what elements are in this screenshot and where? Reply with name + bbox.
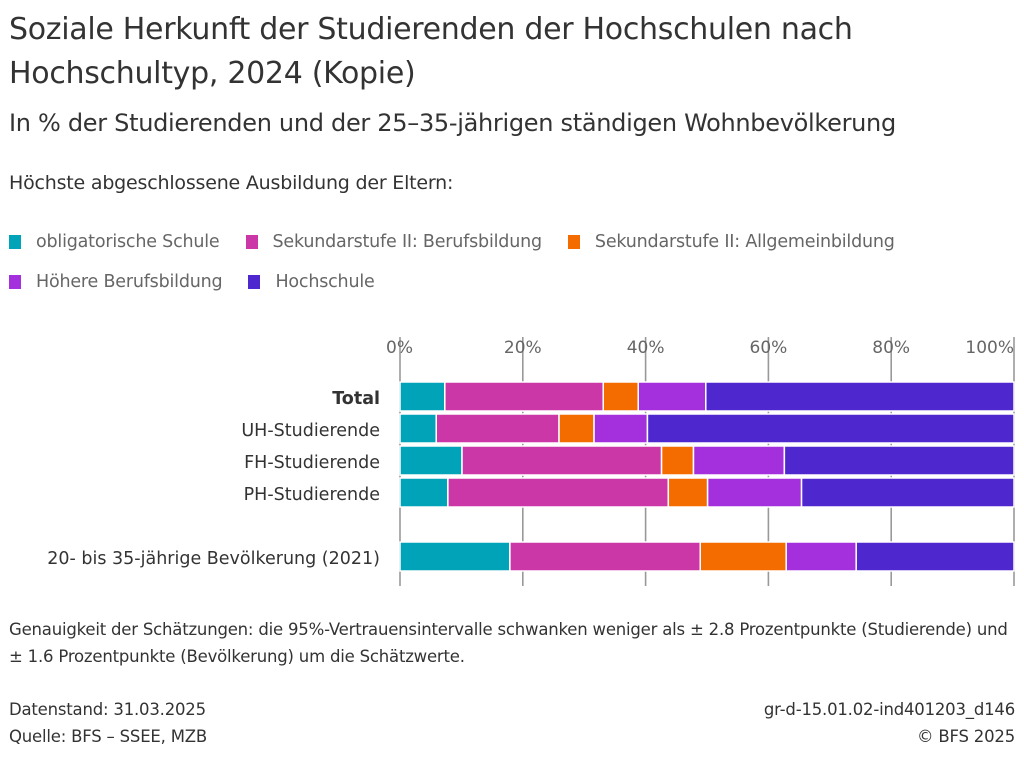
footer-right: gr-d-15.01.02-ind401203_d146 © BFS 2025 (764, 696, 1015, 750)
x-tick-label: 40% (627, 338, 665, 358)
bar-segment[interactable] (706, 477, 803, 508)
bar-segment[interactable] (692, 445, 786, 476)
quelle: Quelle: BFS – SSEE, MZB (9, 727, 208, 746)
bar-segment[interactable] (435, 413, 560, 444)
bar-segment[interactable] (660, 445, 695, 476)
x-tick-label: 0% (386, 338, 413, 358)
bar-segment[interactable] (444, 381, 604, 412)
legend-swatch (9, 275, 21, 289)
legend-swatch (567, 235, 580, 249)
copyright: © BFS 2025 (917, 727, 1015, 746)
bar-segment[interactable] (558, 413, 595, 444)
datenstand: Datenstand: 31.03.2025 (9, 700, 206, 719)
bar-segment[interactable] (399, 445, 463, 476)
legend-item-obligatorische-schule[interactable]: obligatorische Schule (9, 232, 220, 252)
x-tick-label: 60% (750, 338, 788, 358)
x-tick-label: 80% (872, 338, 910, 358)
category-label: FH-Studierende (244, 453, 380, 473)
category-label: UH-Studierende (241, 421, 380, 441)
chart-subtitle: In % der Studierenden und der 25–35-jähr… (9, 109, 896, 137)
legend-item-hoehere-berufsbildung[interactable]: Höhere Berufsbildung (9, 272, 223, 292)
bars (399, 381, 1015, 572)
legend-label: Sekundarstufe II: Allgemeinbildung (594, 232, 895, 252)
bar-segment[interactable] (646, 413, 1015, 444)
legend-swatch (9, 235, 21, 249)
footer-left: Datenstand: 31.03.2025 Quelle: BFS – SSE… (9, 696, 207, 750)
category-label: Total (332, 389, 380, 409)
bar-segment[interactable] (699, 541, 787, 572)
x-axis-ticks: 0% 20% 40% 60% 80% 100% (386, 338, 1014, 358)
legend-title: Höchste abgeschlossene Ausbildung der El… (9, 172, 454, 194)
bar-segment[interactable] (399, 413, 437, 444)
x-tick-label: 20% (504, 338, 542, 358)
category-labels: Total UH-Studierende FH-Studierende PH-Stud… (47, 389, 380, 569)
bar-segment[interactable] (705, 381, 1015, 412)
bar-segment[interactable] (667, 477, 709, 508)
legend-label: Höhere Berufsbildung (36, 272, 223, 292)
legend-label: obligatorische Schule (36, 232, 220, 252)
stacked-bar-chart: 0% 20% 40% 60% 80% 100% Total UH-Studierende FH… (47, 337, 1015, 586)
legend-swatch (245, 235, 258, 249)
x-tick-label: 100% (965, 338, 1014, 358)
bar-segment[interactable] (783, 445, 1015, 476)
bar-segment[interactable] (800, 477, 1015, 508)
accuracy-note: Genauigkeit der Schätzungen: die 95%-Ver… (9, 620, 1008, 666)
legend-label: Sekundarstufe II: Berufsbildung (272, 232, 543, 252)
bar-segment[interactable] (461, 445, 663, 476)
bar-segment[interactable] (855, 541, 1015, 572)
bar-segment[interactable] (602, 381, 639, 412)
graphic-id: gr-d-15.01.02-ind401203_d146 (763, 700, 1015, 719)
bar-segment[interactable] (637, 381, 707, 412)
bar-segment[interactable] (399, 541, 511, 572)
category-label: PH-Studierende (244, 485, 380, 505)
legend-item-sek2-allgemeinbildung[interactable]: Sekundarstufe II: Allgemeinbildung (567, 232, 895, 252)
bar-segment[interactable] (399, 477, 449, 508)
legend-item-sek2-berufsbildung[interactable]: Sekundarstufe II: Berufsbildung (245, 232, 543, 252)
legend: obligatorische Schule Sekundarstufe II: … (9, 222, 1019, 302)
legend-item-hochschule[interactable]: Hochschule (248, 272, 375, 292)
category-label: 20- bis 35-jährige Bevölkerung (2021) (47, 549, 380, 569)
chart-title: Soziale Herkunft der Studierenden der Ho… (9, 12, 853, 91)
bar-segment[interactable] (593, 413, 649, 444)
bar-segment[interactable] (785, 541, 857, 572)
bar-segment[interactable] (509, 541, 701, 572)
legend-label: Hochschule (275, 272, 375, 292)
legend-swatch (248, 275, 261, 289)
bar-segment[interactable] (447, 477, 670, 508)
bar-segment[interactable] (399, 381, 446, 412)
